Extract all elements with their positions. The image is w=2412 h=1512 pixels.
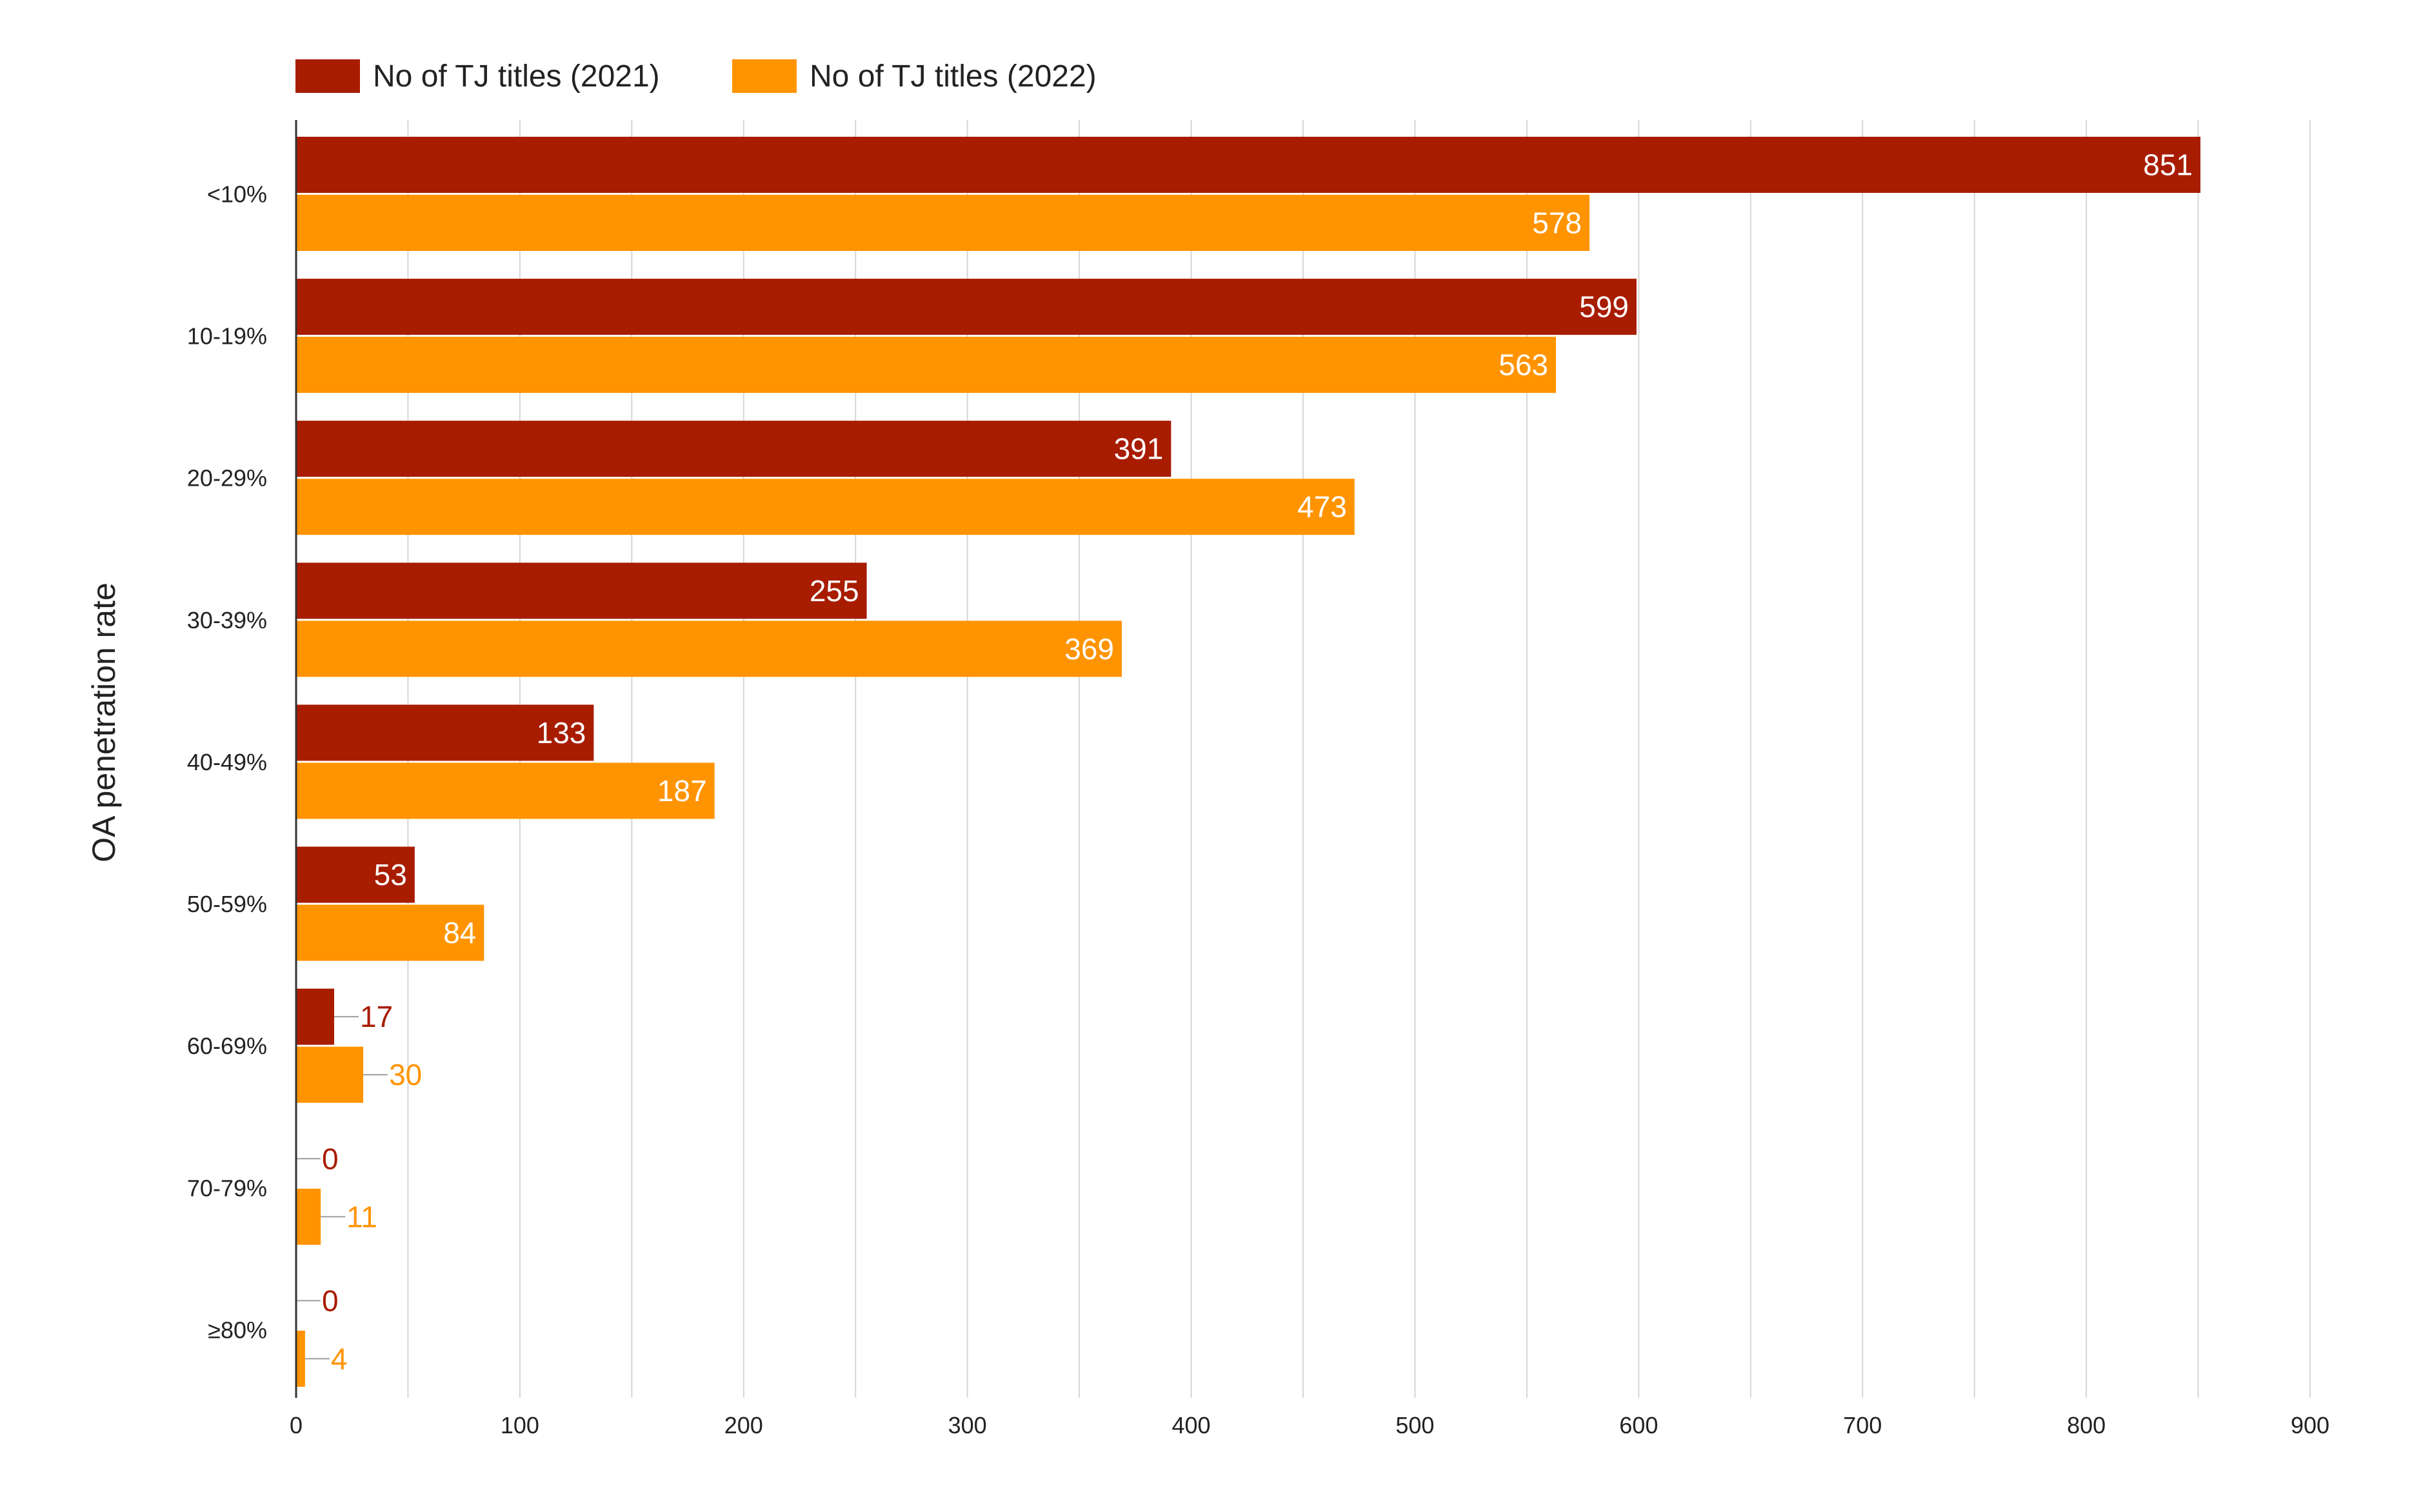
- bar: [296, 195, 1590, 251]
- x-tick-label: 0: [290, 1412, 303, 1438]
- data-label: 30: [389, 1058, 422, 1091]
- bar: [296, 562, 867, 619]
- data-label: 0: [322, 1142, 339, 1175]
- legend: No of TJ titles (2021) No of TJ titles (…: [295, 59, 1097, 94]
- bar: [296, 704, 594, 761]
- category-label: 30-39%: [187, 607, 267, 633]
- x-tick-label: 200: [724, 1412, 763, 1438]
- data-label: 84: [443, 916, 476, 950]
- data-label: 851: [2143, 148, 2193, 182]
- category-label: <10%: [207, 181, 267, 208]
- x-tick-label: 100: [501, 1412, 539, 1438]
- data-label: 563: [1499, 348, 1548, 382]
- legend-swatch-2022: [732, 59, 797, 93]
- data-label: 599: [1579, 290, 1629, 324]
- x-tick-label: 300: [948, 1412, 987, 1438]
- data-label: 369: [1064, 632, 1114, 666]
- data-label: 473: [1297, 490, 1347, 524]
- bar: [296, 1046, 364, 1103]
- bar: [296, 1188, 321, 1245]
- bar: [296, 988, 334, 1045]
- data-label: 53: [374, 858, 407, 891]
- bar: [296, 479, 1355, 535]
- category-label: 70-79%: [187, 1175, 267, 1201]
- bar: [296, 904, 484, 961]
- data-label: 187: [657, 774, 707, 808]
- legend-swatch-2021: [295, 59, 360, 93]
- x-tick-label: 800: [2067, 1412, 2106, 1438]
- category-label: 20-29%: [187, 465, 267, 492]
- x-tick-labels: 0 100 200 300 400 500 600 700 800 900: [290, 1412, 2329, 1438]
- data-label: 391: [1114, 432, 1164, 466]
- category-label: ≥80%: [208, 1317, 267, 1343]
- x-tick-label: 400: [1172, 1412, 1211, 1438]
- data-label: 578: [1532, 206, 1582, 240]
- category-label: 10-19%: [187, 323, 267, 350]
- data-label: 11: [346, 1200, 377, 1233]
- data-label: 255: [810, 574, 859, 608]
- bar: [296, 279, 1637, 335]
- category-label: 60-69%: [187, 1033, 267, 1059]
- x-tick-label: 700: [1843, 1412, 1882, 1438]
- x-tick-label: 900: [2291, 1412, 2329, 1438]
- y-axis-title: OA penetration rate: [86, 582, 122, 862]
- bar: [296, 846, 415, 903]
- legend-label-2022: No of TJ titles (2022): [810, 59, 1097, 94]
- x-tick-label: 500: [1395, 1412, 1434, 1438]
- data-label: 133: [537, 716, 586, 750]
- category-labels: <10% 10-19% 20-29% 30-39% 40-49% 50-59% 60-69%…: [187, 181, 267, 1344]
- category-label: 50-59%: [187, 891, 267, 917]
- data-label: 4: [331, 1342, 348, 1375]
- legend-label-2021: No of TJ titles (2021): [373, 59, 660, 94]
- bar: [296, 421, 1171, 477]
- bar: [296, 621, 1122, 677]
- bar: [296, 1330, 305, 1387]
- data-label: 0: [322, 1284, 339, 1317]
- data-label: 17: [360, 1000, 393, 1033]
- category-label: 40-49%: [187, 749, 267, 775]
- bar: [296, 337, 1556, 393]
- bar: [296, 137, 2201, 193]
- bar: [296, 762, 715, 819]
- x-tick-label: 600: [1619, 1412, 1658, 1438]
- bars: 851 599 391 255 133 53 17 0 0 578 563 473 369 187 84 30…: [296, 137, 2201, 1387]
